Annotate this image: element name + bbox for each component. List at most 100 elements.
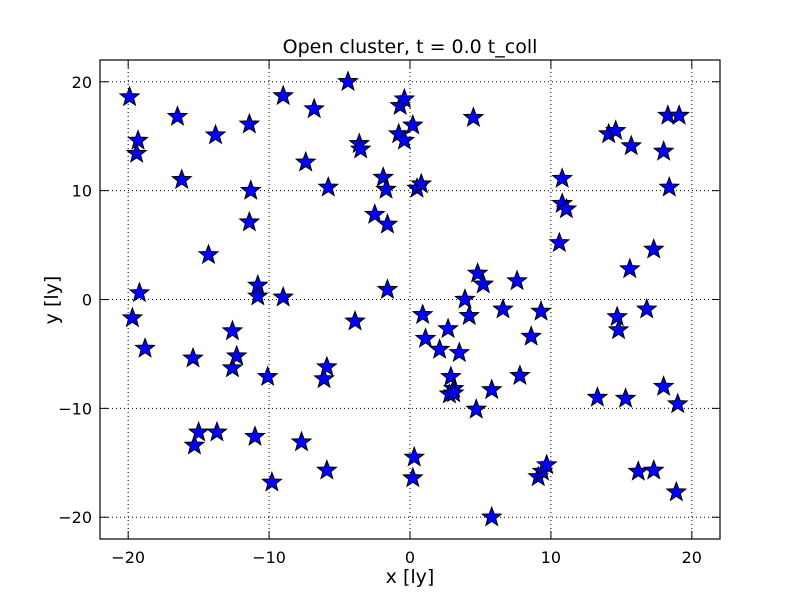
chart-title: Open cluster, t = 0.0 t_coll <box>283 36 538 58</box>
data-point <box>466 261 489 283</box>
data-point <box>401 113 424 135</box>
data-point <box>635 297 658 319</box>
data-point <box>604 119 627 141</box>
data-point <box>239 179 262 200</box>
y-tick-label: −10 <box>58 399 92 418</box>
data-point <box>238 112 261 134</box>
data-point <box>652 140 675 161</box>
data-point <box>642 458 665 480</box>
data-point <box>313 367 335 389</box>
data-point <box>166 105 189 126</box>
data-point <box>121 306 144 328</box>
data-point <box>480 505 503 527</box>
data-point <box>294 150 317 172</box>
data-point <box>221 356 244 378</box>
x-tick-label: −10 <box>252 548 286 567</box>
data-point <box>652 375 675 396</box>
data-point <box>125 142 148 163</box>
data-point <box>225 344 248 366</box>
data-point <box>428 338 451 359</box>
data-point <box>315 458 338 480</box>
data-point <box>272 84 295 106</box>
x-tick-label: 0 <box>405 548 415 567</box>
data-point <box>183 433 206 455</box>
data-point <box>256 365 279 387</box>
x-tick-label: −20 <box>111 548 145 567</box>
data-point <box>465 398 488 419</box>
y-tick-label: −20 <box>58 508 92 527</box>
x-tick-label: 10 <box>541 548 561 567</box>
x-axis-label: x [ly] <box>386 566 435 588</box>
ticks-layer: −20 −10 0 10 20 −20 −10 0 10 20 <box>58 60 720 567</box>
data-point <box>454 288 476 309</box>
data-point <box>349 137 372 159</box>
data-point <box>410 172 433 194</box>
data-point <box>437 317 459 339</box>
data-point <box>246 284 269 306</box>
data-point <box>642 237 665 259</box>
data-point <box>439 365 462 387</box>
data-point <box>134 337 156 358</box>
data-point <box>458 304 481 326</box>
data-point <box>376 278 399 299</box>
data-point <box>618 257 641 279</box>
data-point <box>128 281 151 303</box>
data-point <box>442 381 465 403</box>
data-point <box>221 319 244 341</box>
data-point <box>238 210 261 232</box>
data-point <box>375 178 397 199</box>
data-point <box>187 420 210 442</box>
data-point <box>372 166 395 187</box>
data-point <box>414 327 437 348</box>
data-point <box>376 212 399 234</box>
data-point <box>303 97 326 119</box>
data-point <box>363 203 386 224</box>
data-point <box>586 386 609 407</box>
data-point <box>492 297 514 319</box>
data-point <box>337 70 359 92</box>
data-point <box>393 87 416 109</box>
data-point <box>344 309 366 331</box>
data-point <box>666 392 689 414</box>
data-point <box>290 430 313 452</box>
data-point <box>665 480 688 502</box>
data-point <box>555 197 578 219</box>
data-point <box>548 231 571 253</box>
data-point <box>393 129 416 150</box>
data-point <box>317 175 340 197</box>
data-point <box>403 445 426 467</box>
data-point <box>620 134 643 156</box>
data-point <box>197 243 220 265</box>
data-point <box>272 285 295 307</box>
data-point <box>530 300 552 321</box>
data-point <box>614 387 637 408</box>
data-point <box>127 129 149 150</box>
data-point <box>607 318 630 340</box>
data-point <box>462 106 485 127</box>
data-point <box>204 123 227 145</box>
data-point <box>509 364 531 385</box>
data-point <box>506 269 528 291</box>
data-point <box>244 425 266 446</box>
data-point <box>472 272 495 294</box>
data-point <box>206 420 228 442</box>
data-point <box>315 355 338 377</box>
data-point <box>261 470 283 492</box>
data-point <box>480 378 503 400</box>
data-point <box>448 341 471 363</box>
data-point <box>535 453 558 475</box>
data-point <box>170 168 193 189</box>
data-point <box>658 175 681 197</box>
data-point <box>411 303 434 324</box>
x-tick-label: 20 <box>682 548 702 567</box>
data-point <box>182 346 204 368</box>
y-tick-label: 0 <box>82 291 92 310</box>
y-tick-label: 10 <box>72 182 92 201</box>
y-tick-label: 20 <box>72 73 92 92</box>
data-point <box>668 104 691 125</box>
data-point <box>606 305 629 327</box>
y-axis-label: y [ly] <box>41 276 63 325</box>
data-point <box>401 466 424 488</box>
grid-layer <box>100 60 720 539</box>
